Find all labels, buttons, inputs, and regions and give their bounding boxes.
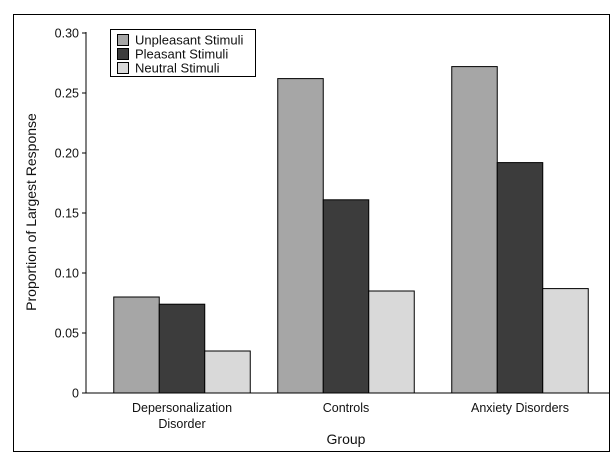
legend-box [110, 29, 256, 77]
bar [322, 199, 370, 394]
x-tick-label: Disorder [158, 417, 205, 431]
y-tick-label: 0.10 [55, 267, 79, 281]
bar [204, 350, 251, 394]
y-tick-label: 0.30 [55, 27, 79, 41]
bar [158, 303, 206, 394]
bar [451, 66, 498, 394]
y-tick-label: 0.15 [55, 207, 79, 221]
x-axis-title: Group [327, 431, 366, 447]
y-tick-label: 0 [72, 387, 79, 401]
plot-area: 0 0.05 0.10 0.15 0.20 0.25 0.30 Depersonalizati… [55, 27, 609, 431]
legend-swatch [117, 34, 129, 46]
y-tick-label: 0.05 [55, 327, 79, 341]
y-tick-label: 0.25 [55, 87, 79, 101]
bar [113, 296, 160, 394]
x-tick-label: Anxiety Disorders [471, 401, 569, 415]
legend-label: Neutral Stimuli [135, 61, 220, 76]
bar [496, 162, 544, 394]
y-axis-title: Proportion of Largest Response [23, 113, 39, 311]
bar [542, 288, 589, 394]
x-tick-label: Controls [323, 401, 370, 415]
bar [277, 78, 324, 394]
legend-label: Pleasant Stimuli [135, 47, 228, 62]
legend-swatch [117, 62, 129, 74]
legend-swatch [117, 48, 129, 60]
legend-label: Unpleasant Stimuli [135, 33, 243, 48]
y-tick-label: 0.20 [55, 147, 79, 161]
x-tick-label: Depersonalization [132, 401, 232, 415]
bar [368, 290, 415, 394]
